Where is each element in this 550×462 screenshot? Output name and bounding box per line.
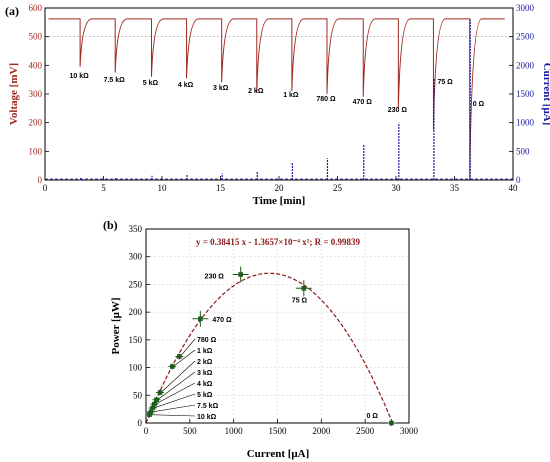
y-tick-label: 200 bbox=[29, 118, 43, 128]
data-point bbox=[177, 354, 182, 359]
point-label: 0 Ω bbox=[366, 413, 378, 420]
point-label: 230 Ω bbox=[205, 273, 225, 280]
point-label: 3 kΩ bbox=[197, 370, 213, 377]
panel-b-label: (b) bbox=[103, 218, 118, 232]
fit-equation: y = 0.38415 x - 1.3657×10⁻⁴ x²; R = 0.99… bbox=[196, 237, 361, 247]
data-point bbox=[238, 272, 243, 277]
point-label: 1 kΩ bbox=[197, 348, 213, 355]
y-tick-label: 500 bbox=[29, 32, 43, 42]
point-label: 5 kΩ bbox=[197, 392, 213, 399]
x-tick-label: 5 bbox=[101, 183, 106, 193]
event-label: 2 kΩ bbox=[248, 88, 264, 95]
y-axis-label-voltage: Voltage [mV] bbox=[8, 63, 20, 125]
point-label: 10 kΩ bbox=[197, 414, 217, 421]
y-tick-label: 100 bbox=[129, 363, 143, 373]
y2-tick-label: 500 bbox=[516, 146, 530, 156]
y-tick-label: 100 bbox=[29, 146, 43, 156]
x-tick-label: 1500 bbox=[269, 426, 288, 436]
x-tick-label: 40 bbox=[509, 183, 519, 193]
leader-line bbox=[160, 360, 196, 393]
data-point bbox=[170, 364, 175, 369]
y-tick-label: 300 bbox=[129, 252, 143, 262]
x-tick-label: 30 bbox=[392, 183, 402, 193]
event-label: 10 kΩ bbox=[69, 73, 89, 80]
point-label: 470 Ω bbox=[212, 317, 232, 324]
y-tick-label: 250 bbox=[129, 279, 143, 289]
leader-line bbox=[155, 382, 196, 405]
data-point bbox=[152, 401, 157, 407]
y2-tick-label: 1000 bbox=[516, 118, 535, 128]
y-tick-label: 600 bbox=[29, 3, 43, 13]
data-point bbox=[301, 286, 307, 291]
leader-line bbox=[151, 404, 196, 413]
event-label: 0 Ω bbox=[473, 101, 485, 108]
y2-tick-label: 2500 bbox=[516, 32, 535, 42]
event-label: 230 Ω bbox=[388, 107, 408, 114]
leader-line bbox=[157, 371, 196, 400]
event-label: 3 kΩ bbox=[213, 85, 229, 92]
leader-line bbox=[153, 393, 196, 409]
x-tick-label: 0 bbox=[43, 183, 48, 193]
panel-a-label: (a) bbox=[5, 4, 19, 18]
data-point bbox=[198, 316, 203, 322]
y-tick-label: 200 bbox=[129, 307, 143, 317]
leader-line bbox=[180, 338, 196, 357]
event-label: 4 kΩ bbox=[178, 82, 194, 89]
y-axis-label-b: Power [μW] bbox=[110, 297, 122, 354]
leader-line bbox=[173, 349, 196, 367]
data-point bbox=[150, 405, 155, 411]
x-tick-label: 3000 bbox=[400, 426, 419, 436]
y2-axis-label-current: Current [μA] bbox=[541, 63, 550, 126]
data-point bbox=[147, 412, 152, 417]
x-tick-label: 10 bbox=[158, 183, 168, 193]
point-label: 2 kΩ bbox=[197, 359, 213, 366]
x-axis-label-b: Current [μA] bbox=[247, 448, 310, 460]
x-tick-label: 2000 bbox=[312, 426, 331, 436]
event-label: 75 Ω bbox=[437, 79, 453, 86]
event-label: 7.5 kΩ bbox=[104, 77, 126, 84]
event-label: 470 Ω bbox=[353, 99, 373, 106]
event-label: 780 Ω bbox=[316, 96, 336, 103]
fit-curve bbox=[145, 272, 393, 424]
voltage-current-time-chart: 0 5 10 15 20 25 30 35 40010020030040050060005001… bbox=[8, 3, 550, 207]
voltage-trace bbox=[48, 18, 505, 181]
data-point bbox=[389, 420, 394, 426]
power-current-chart: 0 500 1000 1500 2000 2500 3000 0 50 100 150 200 250 3… bbox=[110, 224, 419, 460]
x-tick-label: 35 bbox=[450, 183, 460, 193]
x-tick-label: 0 bbox=[144, 426, 149, 436]
point-label: 7.5 kΩ bbox=[197, 403, 219, 410]
y-tick-label: 50 bbox=[133, 390, 143, 400]
leader-line bbox=[150, 414, 196, 417]
point-label: 4 kΩ bbox=[197, 381, 213, 388]
y-tick-label: 300 bbox=[29, 89, 43, 99]
event-label: 1 kΩ bbox=[283, 92, 299, 99]
y-tick-label: 0 bbox=[38, 175, 43, 185]
y-tick-label: 0 bbox=[138, 418, 143, 428]
point-label: 780 Ω bbox=[197, 337, 217, 344]
data-point bbox=[157, 390, 163, 395]
x-tick-label: 2500 bbox=[356, 426, 375, 436]
point-label: 75 Ω bbox=[292, 297, 308, 304]
event-label: 5 kΩ bbox=[143, 80, 159, 87]
x-axis-label-a: Time [min] bbox=[253, 195, 306, 207]
y-tick-label: 150 bbox=[129, 335, 143, 345]
y-tick-label: 400 bbox=[29, 60, 43, 70]
y2-tick-label: 0 bbox=[516, 175, 521, 185]
x-tick-label: 500 bbox=[183, 426, 197, 436]
x-tick-label: 25 bbox=[333, 183, 343, 193]
data-point bbox=[148, 409, 154, 415]
x-tick-label: 1000 bbox=[225, 426, 244, 436]
x-tick-label: 20 bbox=[275, 183, 285, 193]
x-tick-label: 15 bbox=[216, 183, 226, 193]
y2-tick-label: 1500 bbox=[516, 89, 535, 99]
data-point bbox=[154, 397, 159, 403]
y-tick-label: 350 bbox=[129, 224, 143, 234]
y2-tick-label: 2000 bbox=[516, 60, 535, 70]
y2-tick-label: 3000 bbox=[516, 3, 535, 13]
